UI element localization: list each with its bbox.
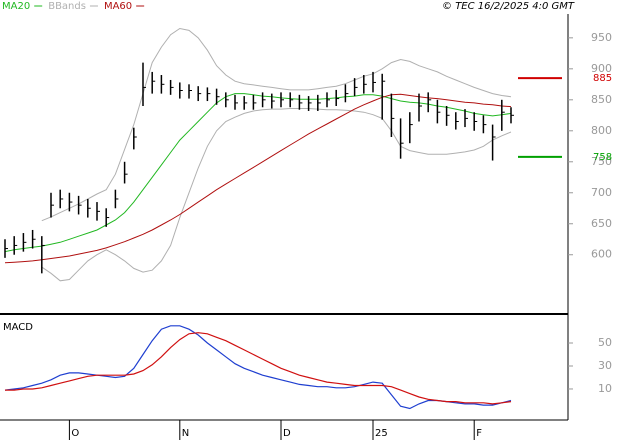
level-label: 885 <box>593 73 612 84</box>
y-tick-label: 750 <box>591 155 612 168</box>
indicator-line <box>4 93 512 264</box>
indicator-line <box>41 108 512 282</box>
x-tick-label: 25 <box>375 428 388 439</box>
y-tick-label: 800 <box>591 124 612 137</box>
y-tick-label: 50 <box>598 336 612 349</box>
y-tick-label: 30 <box>598 359 612 372</box>
y-tick-label: 10 <box>598 382 612 395</box>
legend-label: MA20 <box>2 1 30 12</box>
panel-title: MACD <box>3 322 33 333</box>
copyright: © TEC 16/2/2025 4:0 GMT <box>442 1 575 12</box>
level-label: 758 <box>593 152 612 163</box>
x-tick-label: F <box>476 428 482 439</box>
y-tick-label: 950 <box>591 31 612 44</box>
macd-line <box>4 325 512 410</box>
legend-label: MA60 <box>104 1 132 12</box>
indicator-line <box>4 93 512 253</box>
y-tick-label: 850 <box>591 93 612 106</box>
x-tick-label: D <box>283 428 291 439</box>
x-tick-label: O <box>71 428 79 439</box>
y-tick-label: 600 <box>591 248 612 261</box>
macd-line <box>5 332 512 405</box>
y-tick-label: 650 <box>591 217 612 230</box>
x-tick-label: N <box>182 428 189 439</box>
y-tick-label: 900 <box>591 62 612 75</box>
indicator-line <box>41 27 512 222</box>
y-tick-label: 700 <box>591 186 612 199</box>
legend-label: BBands <box>48 1 86 12</box>
